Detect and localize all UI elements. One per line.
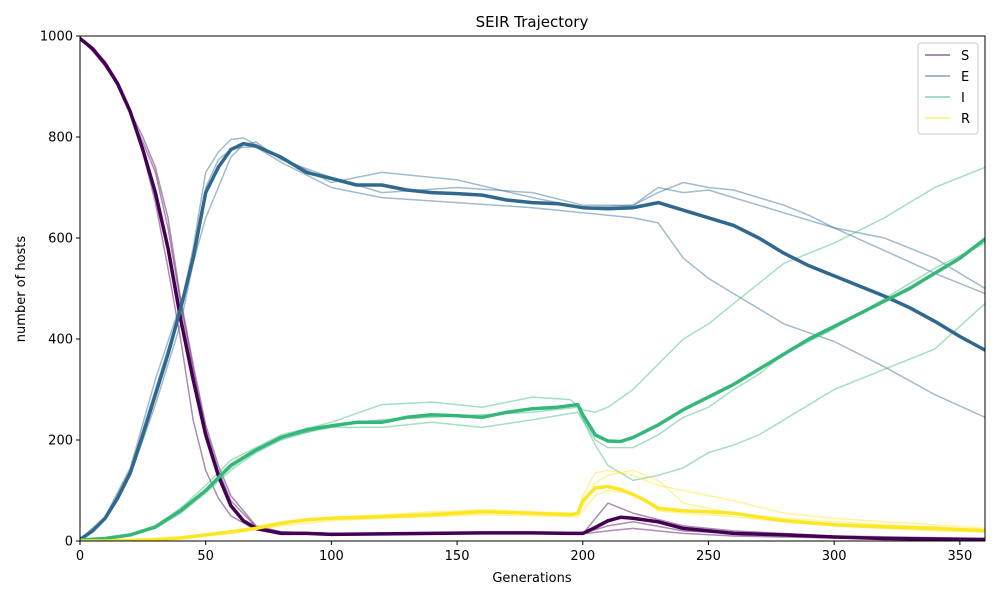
series-line-I-mean-8 <box>80 237 985 541</box>
x-tick-label: 350 <box>947 549 972 564</box>
chart-title: SEIR Trajectory <box>476 13 589 31</box>
legend-label-E: E <box>961 70 969 85</box>
y-tick-label: 1000 <box>40 30 73 45</box>
y-tick-label: 800 <box>48 131 73 146</box>
x-tick-label: 150 <box>445 549 470 564</box>
x-tick-label: 300 <box>822 549 847 564</box>
x-tick-label: 250 <box>696 549 721 564</box>
legend-label-I: I <box>961 91 965 106</box>
series-line-I-run-9 <box>80 166 985 541</box>
series-line-E-run-6 <box>80 146 985 541</box>
axes-layer: 0 50 100 150 200 250 300 350 0 200 400 600 800 1000 <box>40 30 986 564</box>
x-tick-label: 0 <box>76 549 84 564</box>
plot-frame <box>79 35 986 542</box>
legend-label-R: R <box>961 112 970 127</box>
y-tick-label: 600 <box>48 232 73 247</box>
series-layer <box>80 36 985 541</box>
y-tick-label: 0 <box>65 535 73 550</box>
series-line-S-mean-0 <box>80 36 985 541</box>
y-tick-label: 200 <box>48 434 73 449</box>
x-tick-label: 200 <box>570 549 595 564</box>
y-axis-title: number of hosts <box>14 236 29 343</box>
x-tick-label: 50 <box>197 549 214 564</box>
legend-box <box>917 42 979 135</box>
legend: SEIR <box>917 42 979 135</box>
x-tick-label: 100 <box>319 549 344 564</box>
series-line-E-mean-4 <box>80 141 985 541</box>
series-line-R-mean-12 <box>80 484 985 541</box>
y-tick-label: 400 <box>48 333 73 348</box>
legend-label-S: S <box>961 49 969 64</box>
x-axis-title: Generations <box>492 571 572 586</box>
series-line-R-run-13 <box>80 469 985 541</box>
